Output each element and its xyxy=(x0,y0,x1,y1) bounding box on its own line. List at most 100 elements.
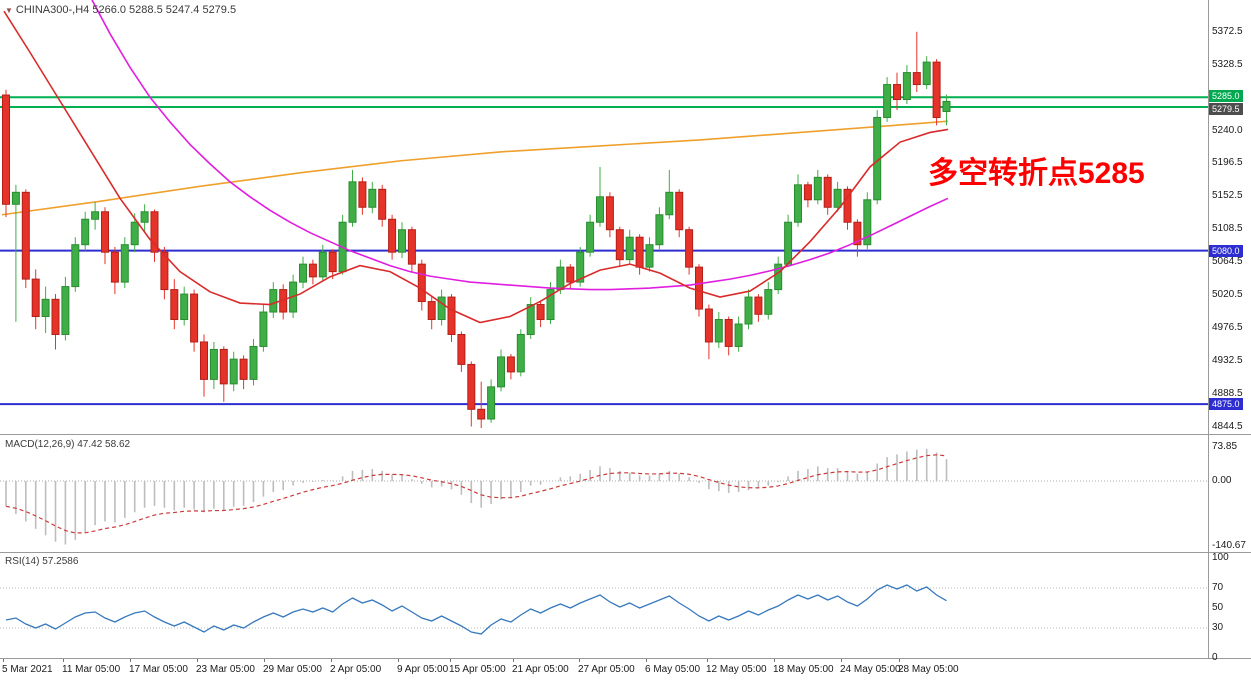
price-label: 5064.5 xyxy=(1212,256,1243,268)
candle-body xyxy=(101,211,109,253)
candle-body xyxy=(11,191,20,205)
price-label: 5328.5 xyxy=(1212,58,1243,70)
rsi-canvas[interactable] xyxy=(0,553,1208,658)
axis-separator xyxy=(1208,0,1209,659)
price-label: 4888.5 xyxy=(1212,387,1243,399)
main-chart-canvas[interactable] xyxy=(0,0,1208,434)
candle-body xyxy=(754,296,763,315)
candle-body xyxy=(110,251,119,283)
time-tick xyxy=(331,659,332,662)
candle-body xyxy=(477,408,486,420)
candle-body xyxy=(120,244,129,283)
rsi-indicator-label: RSI(14) 57.2586 xyxy=(5,556,79,567)
macd-axis-label: 0.00 xyxy=(1212,475,1232,486)
candle-body xyxy=(388,218,397,253)
time-tick xyxy=(197,659,198,662)
price-badge: 5279.5 xyxy=(1209,103,1243,116)
time-tick xyxy=(841,659,842,662)
candle-body xyxy=(427,301,436,321)
price-badge: 4875.0 xyxy=(1209,398,1243,411)
candle-body xyxy=(576,251,585,283)
candle-body xyxy=(308,263,317,278)
rsi-line xyxy=(5,584,947,635)
symbol-period-label: CHINA300-,H4 xyxy=(15,4,90,16)
price-label: 4844.5 xyxy=(1212,420,1243,432)
rsi-axis[interactable]: 100 70 50 30 0 xyxy=(1209,552,1251,663)
candle-body xyxy=(596,196,604,223)
candle-body xyxy=(605,196,614,231)
candle-body xyxy=(239,358,248,380)
time-label: 6 May 05:00 xyxy=(645,664,701,675)
price-axis[interactable]: 5372.5 5328.5 5240.0 5196.5 5152.5 5108.5 5064… xyxy=(1209,0,1251,434)
candle-body xyxy=(744,296,753,325)
candle-body xyxy=(269,289,278,313)
time-tick xyxy=(3,659,4,662)
candle-body xyxy=(645,244,654,268)
candle-body xyxy=(150,211,159,253)
price-label: 5372.5 xyxy=(1212,25,1243,37)
time-label: 27 Apr 05:00 xyxy=(578,664,635,675)
candle-body xyxy=(487,386,496,420)
time-label: 23 Mar 05:00 xyxy=(196,664,255,675)
candle-body xyxy=(665,191,674,216)
candle-body xyxy=(437,296,446,321)
macd-signal-line xyxy=(5,454,947,534)
price-label: 5240.0 xyxy=(1212,124,1243,136)
price-label: 4976.5 xyxy=(1212,322,1243,334)
candle-body xyxy=(764,289,773,315)
macd-axis[interactable]: 73.85 0.00 -140.67 xyxy=(1209,436,1251,552)
macd-axis-label: 73.85 xyxy=(1212,441,1238,453)
candle-body xyxy=(41,298,50,318)
candle-body xyxy=(615,229,624,261)
candle-body xyxy=(833,188,842,208)
rsi-axis-label: 50 xyxy=(1212,602,1224,613)
candle-body xyxy=(378,188,387,220)
candle-body xyxy=(863,199,872,246)
candle-body xyxy=(219,348,228,385)
candle-body xyxy=(566,266,575,283)
candle-body xyxy=(318,251,327,278)
candle-body xyxy=(685,229,694,268)
time-label: 17 Mar 05:00 xyxy=(129,664,188,675)
candle-body xyxy=(417,263,426,303)
candle-body xyxy=(299,263,307,283)
candle-body xyxy=(734,323,743,347)
time-label: 9 Apr 05:00 xyxy=(397,664,449,675)
candle-body xyxy=(516,333,525,373)
time-label: 5 Mar 2021 xyxy=(2,664,53,675)
candle-body xyxy=(922,61,931,86)
candle-body xyxy=(497,356,505,388)
candle-body xyxy=(883,84,892,118)
time-label: 2 Apr 05:00 xyxy=(330,664,382,675)
candle-body xyxy=(190,293,199,343)
candle-body xyxy=(398,229,406,253)
candle-body xyxy=(843,188,852,223)
time-tick xyxy=(63,659,64,662)
macd-axis-label: -140.67 xyxy=(1212,539,1246,551)
candle-body xyxy=(794,184,802,223)
time-axis[interactable]: 5 Mar 2021 11 Mar 05:00 17 Mar 05:00 23 Mar… xyxy=(0,659,1208,685)
candle-body xyxy=(170,289,179,321)
time-tick xyxy=(774,659,775,662)
price-label: 4932.5 xyxy=(1212,355,1243,367)
candle-body xyxy=(31,278,40,318)
time-label: 11 Mar 05:00 xyxy=(62,664,121,675)
time-tick xyxy=(130,659,131,662)
candle-body xyxy=(823,176,832,208)
price-label: 5152.5 xyxy=(1212,190,1243,202)
candle-body xyxy=(81,218,90,246)
ma-slow-line xyxy=(91,0,949,291)
time-tick xyxy=(579,659,580,662)
candle-body xyxy=(655,214,664,246)
macd-canvas[interactable] xyxy=(0,436,1208,552)
time-tick xyxy=(646,659,647,662)
candle-body xyxy=(784,221,793,265)
price-badge: 5285.0 xyxy=(1209,90,1243,103)
candle-body xyxy=(407,229,416,265)
candle-body xyxy=(140,211,149,223)
candle-body xyxy=(51,298,60,335)
candle-body xyxy=(714,319,723,343)
ma-fast-line xyxy=(3,10,949,324)
macd-indicator-label: MACD(12,26,9) 47.42 58.62 xyxy=(5,439,131,450)
